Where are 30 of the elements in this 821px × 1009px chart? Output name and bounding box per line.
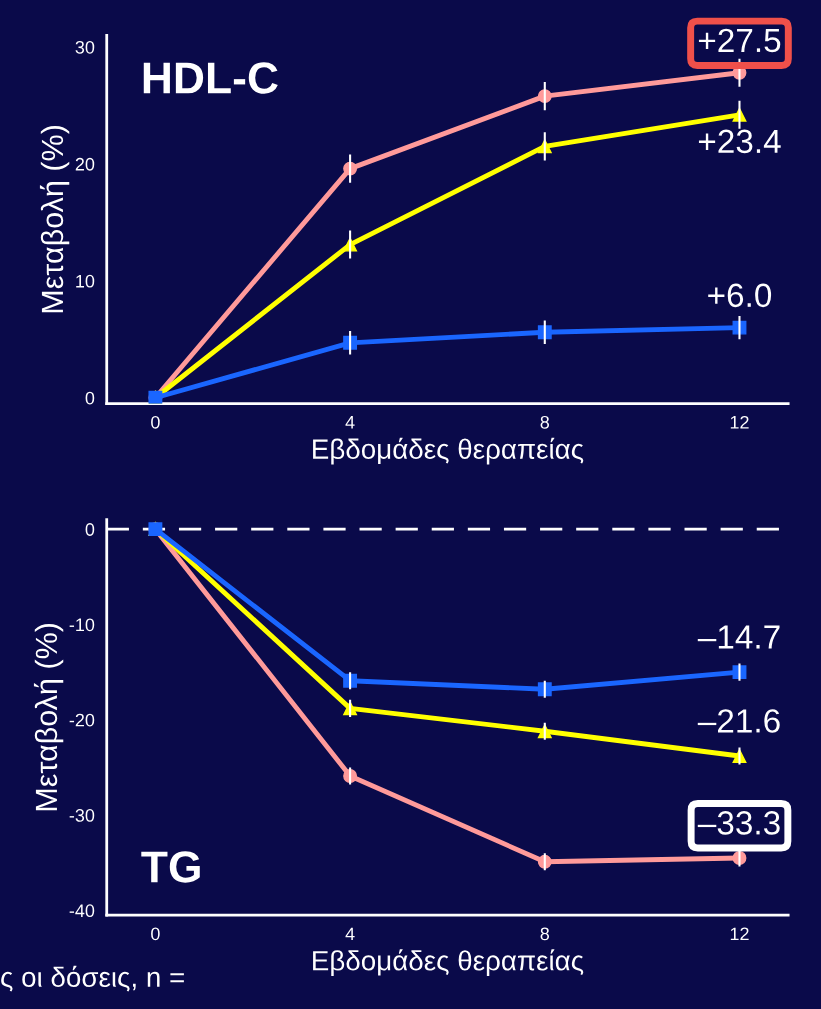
x-tick-label: 4 [345, 416, 355, 429]
text: TG [141, 851, 200, 883]
y-tick-label: 0 [85, 391, 95, 405]
y-axis-title: Μεταβολή (%) [39, 126, 70, 313]
y-tick-label: 10 [76, 274, 95, 288]
annotation: +23.4 [698, 129, 781, 154]
y-tick-label: -40 [69, 904, 95, 918]
x-tick-label: 0 [151, 927, 160, 941]
annotation: –33.3 [697, 811, 780, 835]
x-tick-label: 12 [730, 927, 749, 941]
x-tick-label: 8 [540, 927, 550, 941]
chart-title: HDL-C [143, 62, 278, 94]
annotation: –14.7 [697, 625, 780, 649]
x-axis-title: Εβδομάδες θεραπείας [313, 437, 584, 465]
y-tick-label: 30 [75, 40, 95, 54]
x-tick-label: 0 [151, 415, 160, 429]
annotation: –21.6 [697, 709, 780, 733]
y-tick-label: 20 [75, 157, 95, 171]
annotation: +27.5 [698, 28, 781, 53]
y-tick-label: -20 [69, 713, 95, 727]
y-tick-label: -10 [69, 618, 95, 632]
y-axis-title: Μεταβολή (%) [33, 623, 64, 811]
x-axis-title: Εβδομάδες θεραπείας [313, 949, 584, 977]
y-tick-label: 0 [85, 523, 95, 536]
x-tick-label: 8 [540, 415, 550, 429]
x-tick-label: 4 [345, 927, 355, 941]
annotation: +6.0 [708, 283, 772, 308]
y-tick-label: -30 [69, 809, 95, 822]
text: ς οι δόσεις, n = [1, 965, 184, 992]
x-tick-label: 12 [730, 415, 749, 429]
